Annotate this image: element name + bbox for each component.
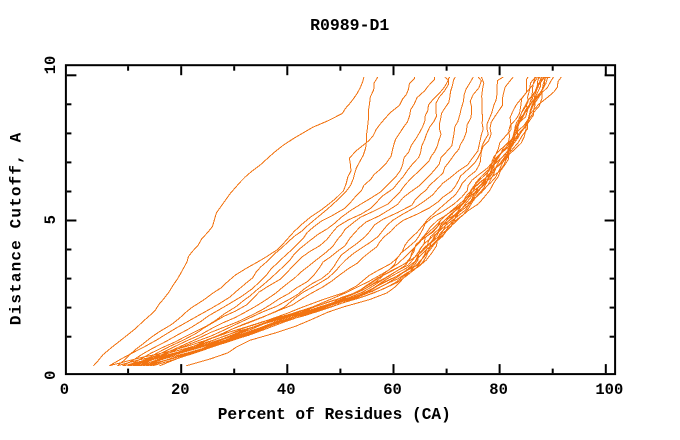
svg-text:80: 80 [489,381,508,399]
svg-text:R0989-D1: R0989-D1 [310,16,389,35]
svg-text:5: 5 [42,215,60,224]
svg-text:0: 0 [60,381,69,399]
svg-text:10: 10 [42,56,60,75]
svg-text:100: 100 [595,381,623,399]
svg-text:0: 0 [42,371,60,380]
svg-text:20: 20 [171,381,190,399]
svg-text:Percent of Residues (CA): Percent of Residues (CA) [218,406,451,424]
svg-text:Distance Cutoff, A: Distance Cutoff, A [8,132,26,326]
svg-text:60: 60 [383,381,402,399]
svg-text:40: 40 [277,381,296,399]
